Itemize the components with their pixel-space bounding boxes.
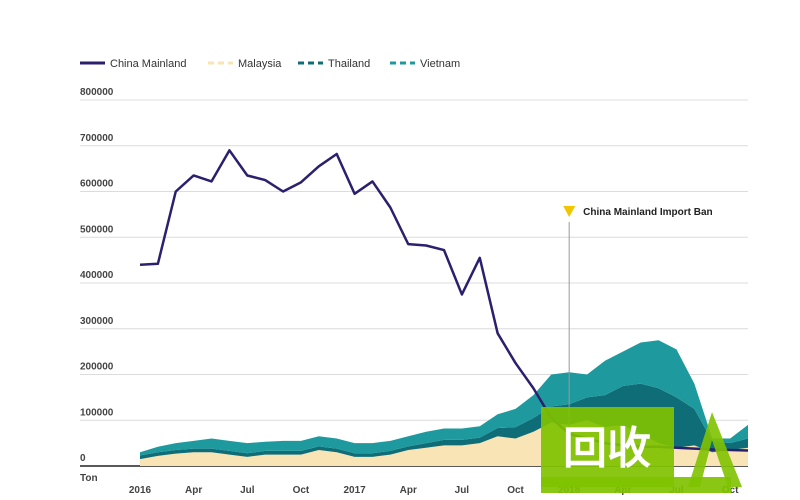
x-tick-label: Apr <box>185 485 202 496</box>
legend-label: Vietnam <box>420 58 460 70</box>
x-tick-label: Jul <box>240 485 255 496</box>
watermark-strip <box>541 477 731 493</box>
y-tick-label: 300000 <box>80 316 114 327</box>
y-tick-label: 400000 <box>80 270 114 281</box>
y-tick-label: 200000 <box>80 362 114 373</box>
y-tick-label: 500000 <box>80 224 114 235</box>
annotation-marker <box>563 206 576 217</box>
y-tick-label: 700000 <box>80 133 114 144</box>
x-tick-label: Oct <box>507 485 524 496</box>
y-tick-label: 0 <box>80 453 86 464</box>
legend-label: Thailand <box>328 58 370 70</box>
watermark-background <box>541 407 674 487</box>
area-vietnam <box>140 340 748 456</box>
legend: China Mainland Malaysia Thailand Vietnam <box>80 58 460 70</box>
x-tick-label: Oct <box>293 485 310 496</box>
y-tick-label: 100000 <box>80 407 114 418</box>
x-tick-label: 2017 <box>343 485 366 496</box>
x-tick-label: 2016 <box>129 485 152 496</box>
watermark-logo: 回收 <box>541 407 742 493</box>
watermark-glyphs: 回收 <box>563 424 651 473</box>
y-unit-label: Ton <box>80 473 98 484</box>
x-tick-label: Apr <box>400 485 417 496</box>
annotation-label: China Mainland Import Ban <box>583 207 712 218</box>
legend-label: Malaysia <box>238 58 282 70</box>
area-thailand <box>140 383 748 460</box>
watermark-mark <box>688 412 742 487</box>
legend-label: China Mainland <box>110 58 186 70</box>
x-tick-label: Jul <box>455 485 470 496</box>
y-tick-label: 800000 <box>80 87 114 98</box>
y-tick-label: 600000 <box>80 179 114 190</box>
